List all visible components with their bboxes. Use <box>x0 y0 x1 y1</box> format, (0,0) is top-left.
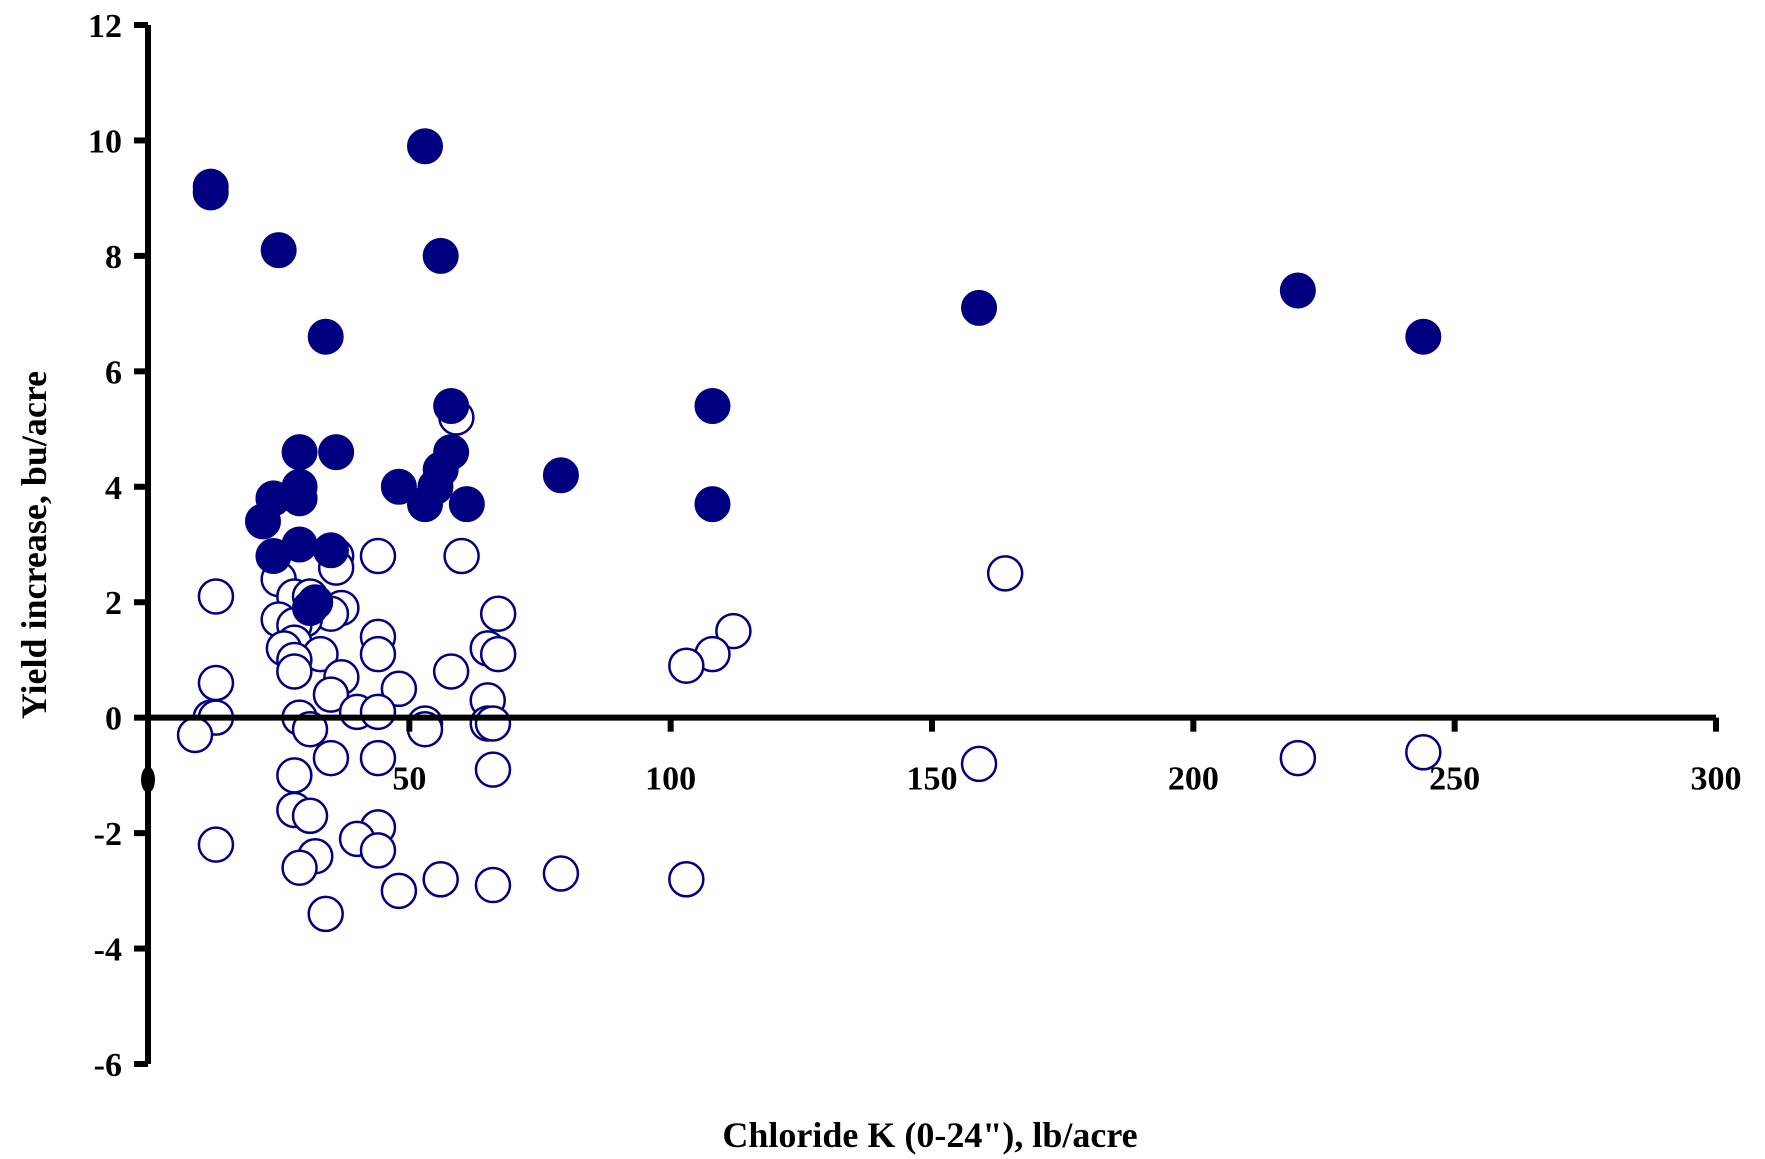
data-point-filled <box>281 434 318 471</box>
data-point-filled <box>318 434 355 471</box>
data-point-filled <box>694 387 731 424</box>
x-tick-label: 150 <box>907 761 958 798</box>
x-axis-title: Chloride K (0-24"), lb/acre <box>722 1115 1137 1155</box>
y-tick-label: -4 <box>94 932 122 969</box>
data-point-open <box>291 710 329 748</box>
data-point-open <box>474 705 512 742</box>
data-point-open <box>359 635 397 673</box>
data-point-filled <box>961 289 998 326</box>
data-point-open <box>715 612 752 650</box>
data-point-filled <box>192 174 229 211</box>
y-axis-title: Yield increase, bu/acre <box>14 371 54 719</box>
data-point-filled <box>255 538 292 575</box>
data-point-open <box>307 895 344 933</box>
data-point-open <box>276 653 313 690</box>
x-tick-label: 200 <box>1168 761 1219 798</box>
data-point-open <box>668 861 705 898</box>
x-tick-label: 300 <box>1691 761 1742 798</box>
data-point-open <box>176 716 214 754</box>
y-tick-label: 12 <box>88 8 122 45</box>
data-point-open <box>197 664 235 702</box>
data-point-filled <box>307 318 344 355</box>
data-point-filled <box>281 480 318 517</box>
x-tick-label: 100 <box>645 761 696 798</box>
data-points <box>176 128 1442 933</box>
data-point-open <box>380 872 418 910</box>
data-point-filled <box>244 503 281 540</box>
data-point-open <box>291 797 329 835</box>
data-point-filled <box>1279 272 1316 309</box>
data-point-filled <box>260 232 297 269</box>
y-tick-label: 6 <box>105 354 122 391</box>
x-tick-label: 250 <box>1429 761 1480 798</box>
data-point-filled <box>380 468 417 505</box>
axis-labels: -6 -4 -2 0 2 4 6 8 10 12 50 100 150 200 250 300 <box>88 8 1742 1084</box>
y-tick-label: 0 <box>105 701 122 738</box>
y-tick-label: 8 <box>105 239 122 276</box>
data-point-filled <box>407 128 444 165</box>
data-point-open <box>542 855 580 892</box>
data-point-open <box>474 751 512 788</box>
data-point-filled <box>292 589 329 626</box>
data-point-open <box>479 635 517 673</box>
data-point-open <box>432 653 470 690</box>
data-point-open <box>1279 739 1317 777</box>
x-tick-label: 50 <box>392 761 426 798</box>
data-point-open <box>960 745 998 783</box>
data-point-open <box>1405 734 1442 771</box>
data-point-filled <box>433 387 470 424</box>
data-point-open <box>380 670 418 708</box>
data-point-open <box>668 647 705 684</box>
y-tick-label: 10 <box>88 123 122 160</box>
data-point-filled <box>542 457 579 494</box>
data-point-open <box>422 861 459 898</box>
data-point-open <box>312 739 350 777</box>
origin-marker <box>141 766 155 793</box>
data-point-open <box>359 739 397 777</box>
data-point-open <box>443 537 480 575</box>
data-point-open <box>359 693 397 731</box>
data-point-open <box>197 826 235 863</box>
data-point-filled <box>694 486 731 523</box>
data-point-filled <box>1405 318 1442 355</box>
data-point-filled <box>448 486 485 523</box>
data-point-filled <box>312 532 349 569</box>
data-point-filled <box>407 486 444 523</box>
y-tick-label: -6 <box>94 1047 122 1084</box>
data-point-open <box>986 555 1024 592</box>
data-point-open <box>276 757 313 794</box>
data-point-filled <box>422 237 459 274</box>
y-tick-label: 4 <box>105 470 122 507</box>
data-point-open <box>474 866 512 904</box>
data-point-open <box>359 537 397 575</box>
axes <box>134 22 1719 1067</box>
data-point-open <box>281 849 318 886</box>
data-point-open <box>479 595 517 633</box>
y-tick-label: -2 <box>94 816 122 853</box>
data-point-open <box>197 578 235 615</box>
data-point-open <box>312 676 350 713</box>
y-tick-label: 2 <box>105 585 122 622</box>
data-point-open <box>359 832 397 869</box>
